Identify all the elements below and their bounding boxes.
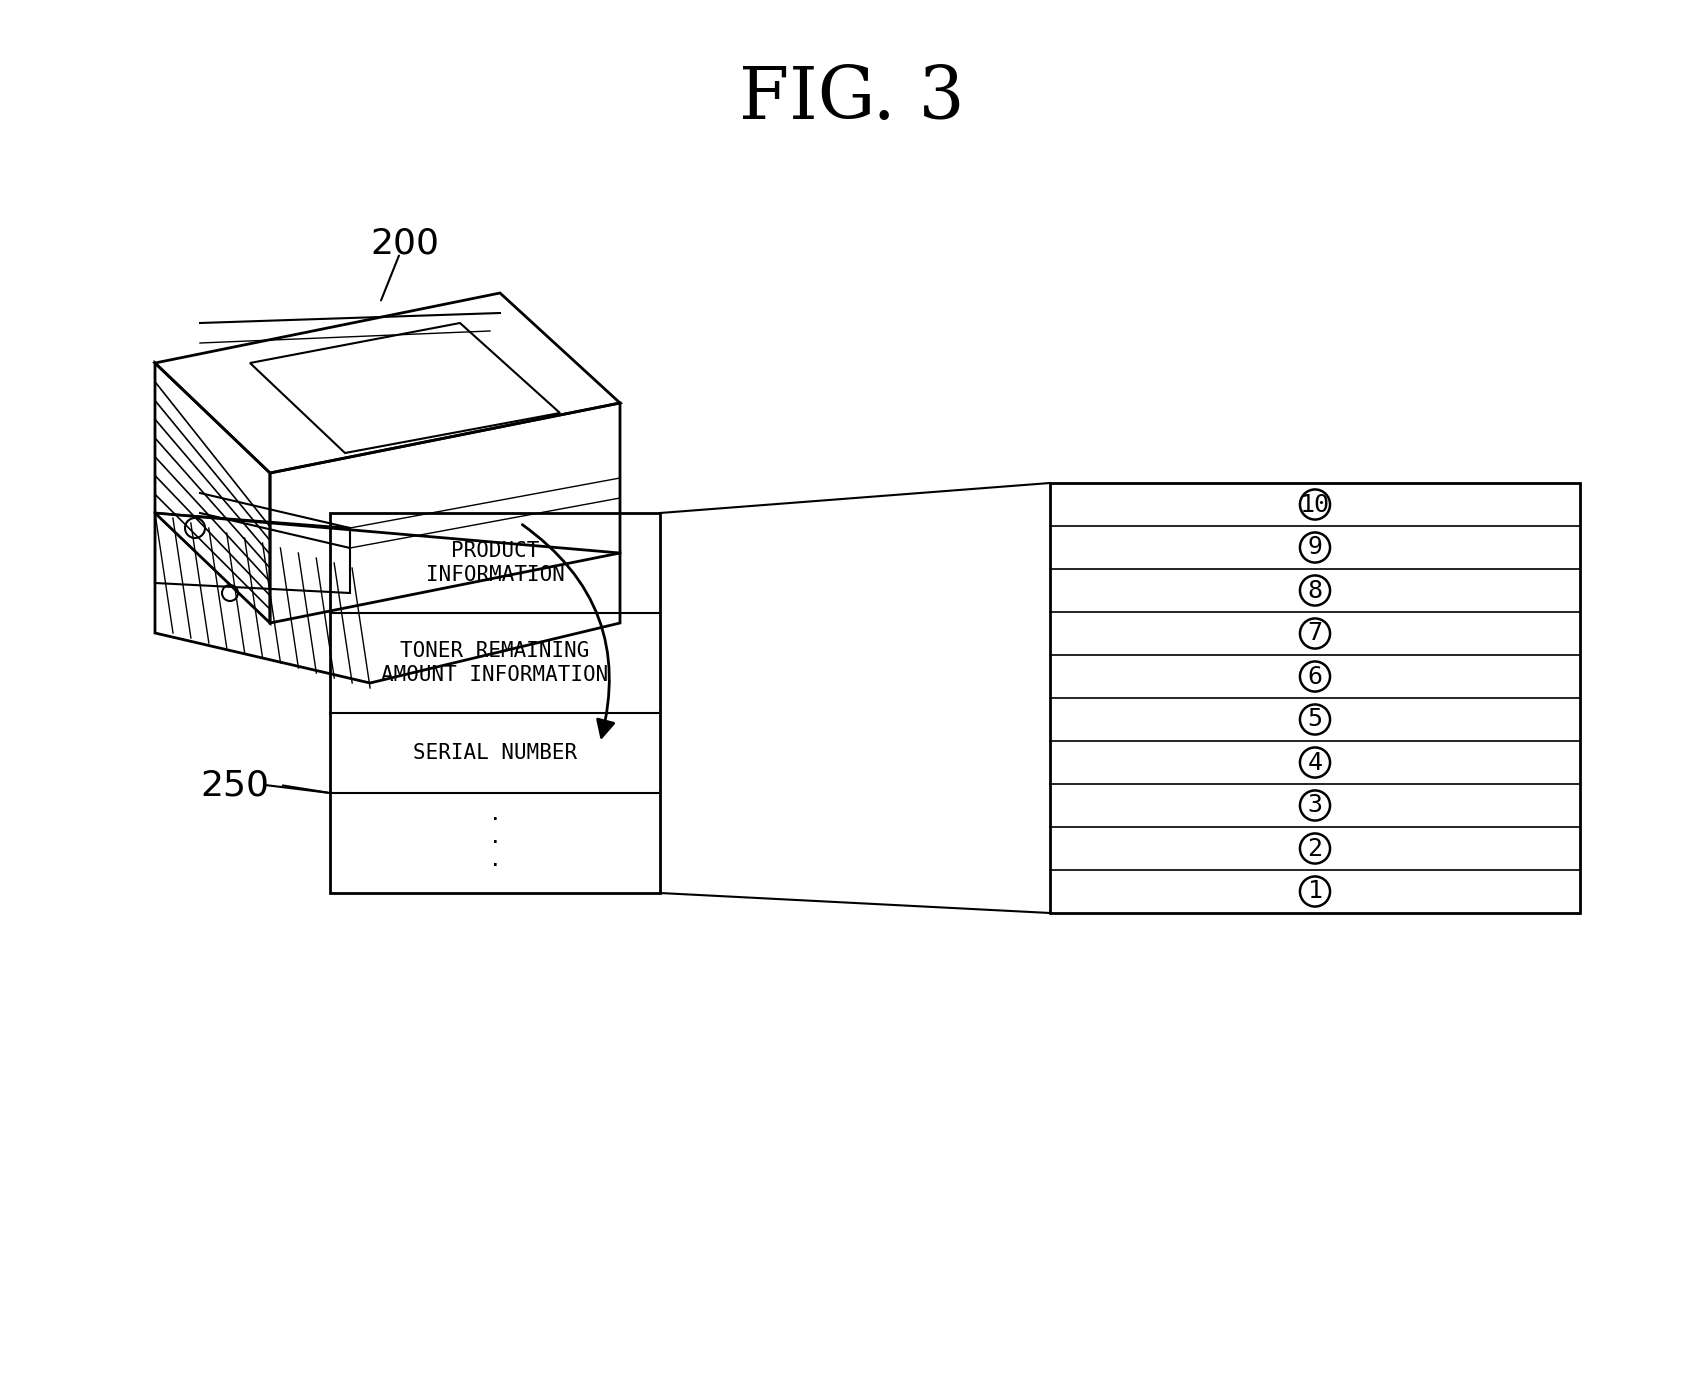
Bar [1050,483,1581,913]
FancyArrowPatch shape [522,524,614,737]
Text: TONER REMAINING
AMOUNT INFORMATION: TONER REMAINING AMOUNT INFORMATION [382,642,609,685]
Text: 1: 1 [1308,880,1323,903]
Text: 8: 8 [1308,578,1323,603]
Text: 3: 3 [1308,794,1323,817]
Text: SERIAL NUMBER: SERIAL NUMBER [413,743,576,763]
Text: 6: 6 [1308,664,1323,689]
Text: 7: 7 [1308,621,1323,646]
Text: 2: 2 [1308,837,1323,860]
Text: 200: 200 [370,225,438,260]
Text: PRODUCT
INFORMATION: PRODUCT INFORMATION [426,541,564,585]
Text: 9: 9 [1308,535,1323,560]
Text: ·
·
·: · · · [489,810,501,877]
Text: 5: 5 [1308,708,1323,732]
Bar [331,513,660,893]
Text: 250: 250 [199,768,269,802]
Text: FIG. 3: FIG. 3 [740,64,965,134]
Text: 4: 4 [1308,751,1323,774]
Text: 10: 10 [1299,492,1330,516]
